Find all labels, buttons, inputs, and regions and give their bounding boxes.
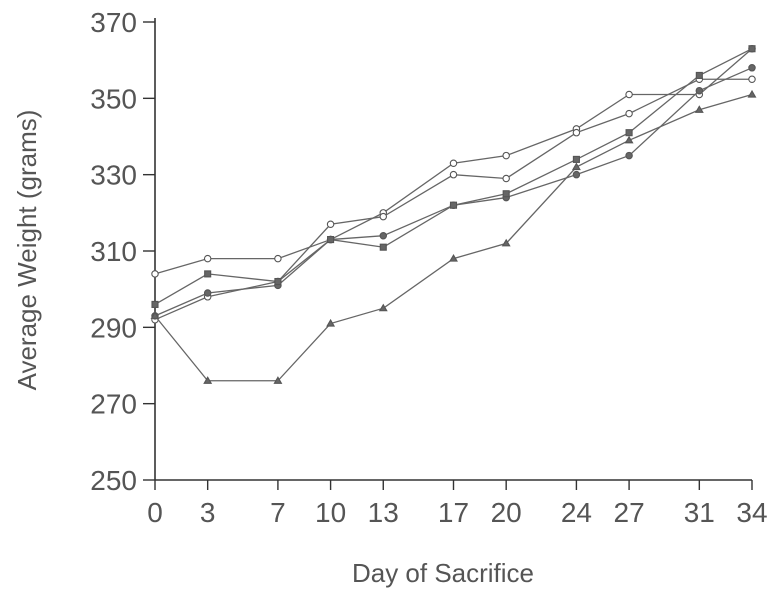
data-point — [449, 201, 458, 209]
series-2 — [151, 75, 756, 324]
x-tick-label: 27 — [614, 497, 645, 528]
data-point — [624, 135, 634, 144]
x-tick-label: 3 — [200, 497, 216, 528]
data-point — [274, 277, 282, 286]
y-tick-label: 250 — [90, 465, 137, 496]
data-point — [150, 311, 160, 319]
series-1 — [151, 44, 756, 278]
y-tick-label: 330 — [90, 160, 137, 191]
data-point — [151, 300, 159, 308]
data-point — [572, 128, 581, 137]
data-point — [625, 109, 633, 118]
series-line — [154, 78, 752, 321]
data-point — [572, 170, 581, 179]
y-tick-label: 370 — [90, 7, 137, 38]
x-tick-label: 34 — [736, 497, 767, 528]
data-point — [449, 159, 458, 167]
data-point — [572, 155, 580, 163]
data-point — [379, 243, 387, 251]
data-point — [449, 170, 458, 179]
series-layer — [150, 44, 757, 384]
y-tick-label: 350 — [90, 83, 137, 114]
data-point — [748, 45, 756, 53]
x-axis-title: Day of Sacrifice — [352, 558, 534, 588]
data-point — [501, 238, 511, 247]
data-point — [502, 151, 510, 160]
data-point — [625, 129, 633, 137]
data-point — [748, 75, 756, 84]
x-tick-label: 24 — [561, 497, 592, 528]
series-3 — [151, 64, 756, 320]
y-tick-label: 270 — [90, 389, 137, 420]
data-point — [203, 289, 212, 297]
data-point — [204, 270, 212, 278]
x-tick-label: 0 — [147, 497, 163, 528]
data-point — [449, 254, 458, 262]
data-point — [379, 212, 388, 221]
data-point — [326, 220, 335, 229]
series-5 — [150, 89, 757, 384]
x-tick-label: 13 — [368, 497, 399, 528]
data-point — [273, 376, 283, 384]
y-axis-title: Average Weight (grams) — [12, 110, 42, 391]
data-point — [203, 254, 212, 263]
data-point — [203, 376, 213, 384]
x-axis: 0 3 7 10 13 17 20 24 27 31 34 — [147, 479, 768, 528]
data-point — [502, 174, 510, 183]
data-point — [274, 254, 282, 263]
x-tick-label: 31 — [684, 497, 715, 528]
data-point — [747, 89, 757, 98]
series-line — [154, 93, 753, 382]
data-point — [695, 86, 704, 95]
x-tick-label: 7 — [270, 497, 286, 528]
series-4 — [151, 45, 756, 308]
data-point — [326, 318, 336, 327]
data-point — [502, 190, 510, 198]
data-point — [151, 270, 159, 278]
data-point — [327, 236, 335, 244]
data-point — [379, 231, 388, 240]
x-tick-label: 10 — [315, 497, 346, 528]
data-point — [378, 303, 388, 312]
x-tick-label: 17 — [438, 497, 469, 528]
x-tick-label: 20 — [491, 497, 522, 528]
y-axis: 250 270 290 310 330 350 370 — [90, 7, 156, 496]
y-tick-label: 310 — [90, 236, 137, 267]
y-tick-label: 290 — [90, 312, 137, 343]
data-point — [571, 162, 581, 171]
data-point — [695, 71, 703, 79]
data-point — [694, 105, 704, 113]
data-point — [625, 90, 633, 99]
data-point — [748, 64, 756, 72]
data-point — [625, 151, 633, 160]
